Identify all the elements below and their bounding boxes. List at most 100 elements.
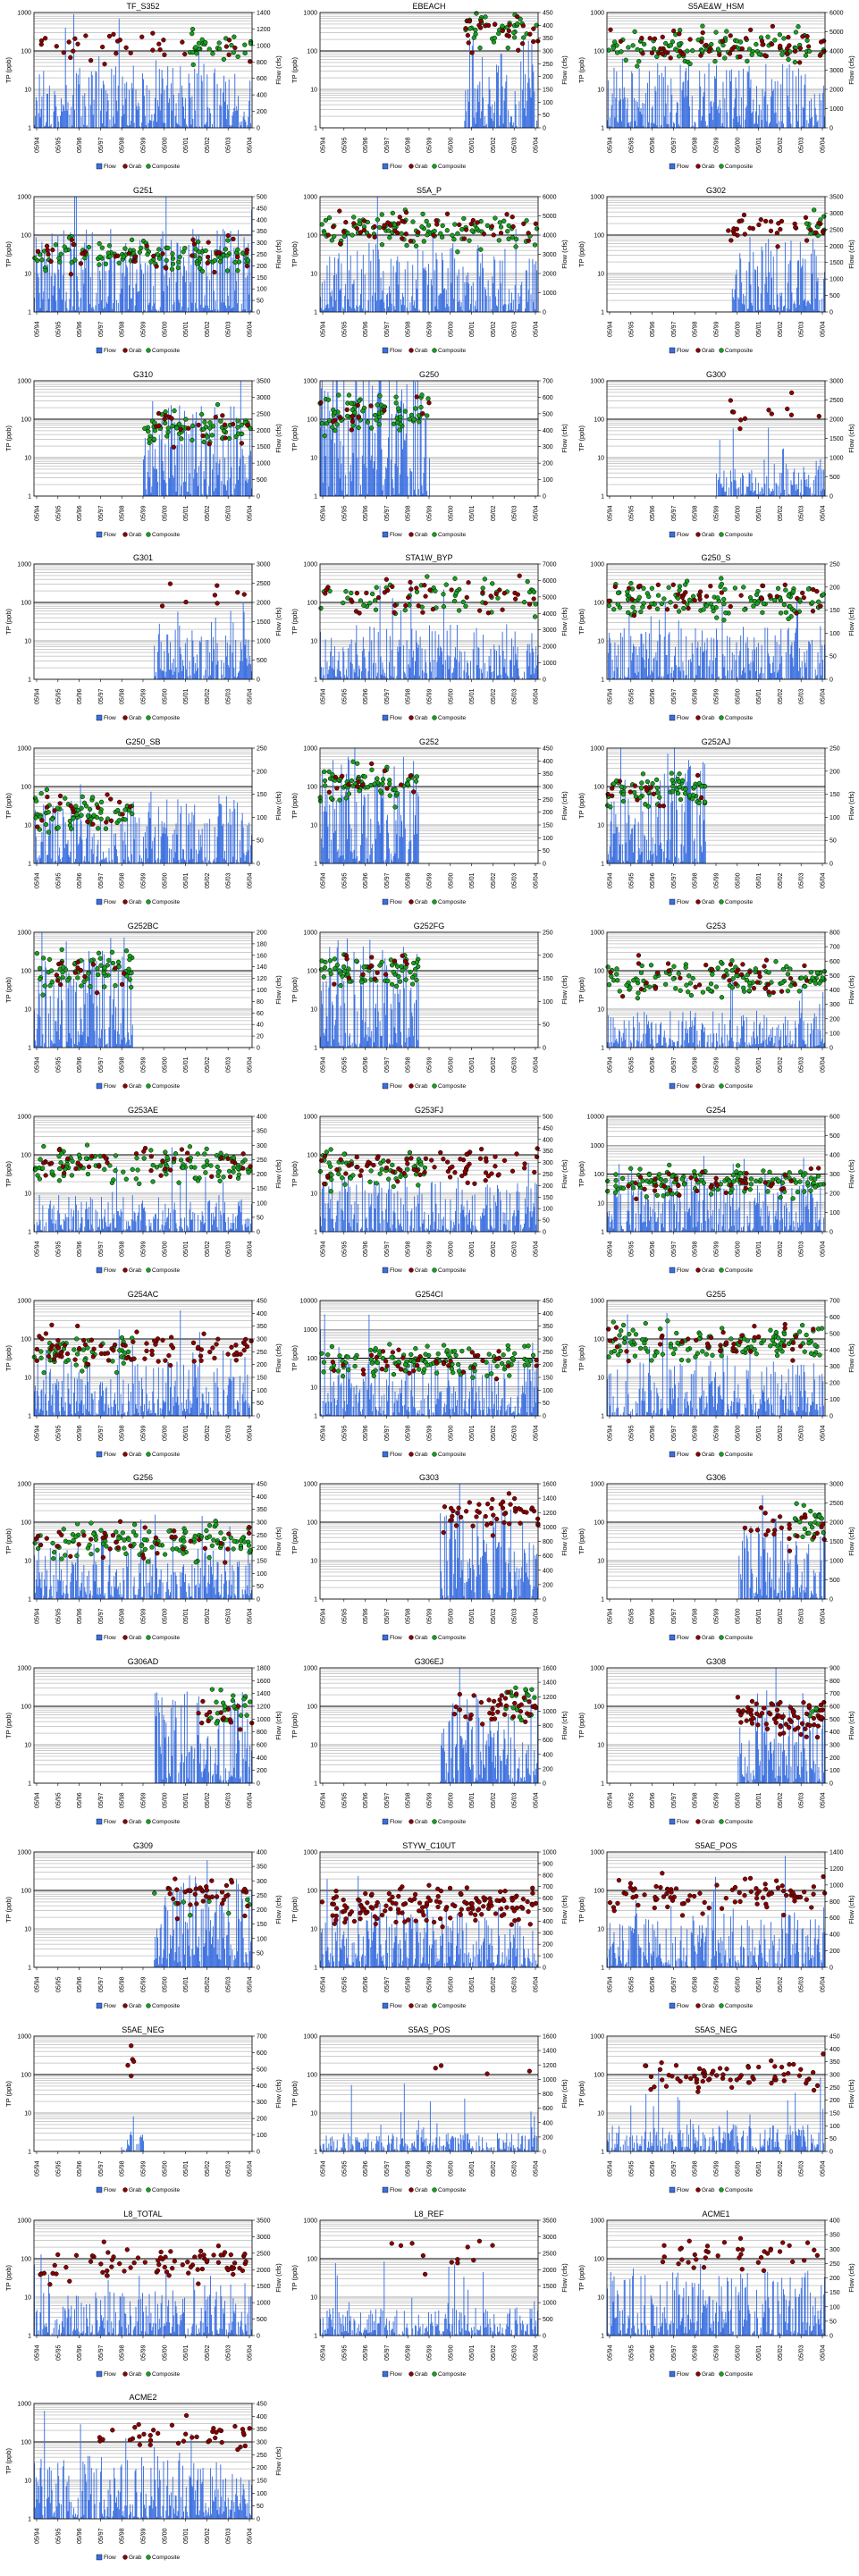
composite-point — [60, 975, 65, 981]
flow-bar — [788, 63, 790, 128]
flow-bar — [749, 236, 751, 312]
composite-point — [163, 420, 168, 425]
composite-point — [703, 603, 710, 609]
flow-bar — [339, 802, 341, 864]
composite-point — [325, 397, 332, 402]
right-tick-label: 5000 — [830, 29, 844, 36]
legend-flow-swatch — [382, 163, 389, 170]
composite-point — [327, 967, 333, 973]
composite-point — [513, 244, 518, 249]
y-tick-label: 1000 — [590, 746, 604, 753]
flow-bar — [797, 613, 798, 680]
flow-bar — [189, 676, 191, 680]
grab-point — [355, 402, 360, 408]
composite-point — [360, 408, 366, 414]
flow-bar — [224, 851, 225, 864]
composite-point — [778, 610, 784, 616]
y-axis-label-left: TP (ppb) — [291, 425, 299, 451]
flow-bar — [439, 294, 441, 312]
flow-bar — [618, 860, 619, 864]
flow-bar — [777, 80, 779, 128]
flow-bar — [724, 491, 726, 496]
composite-point — [189, 31, 195, 37]
flow-bar — [153, 121, 155, 128]
grab-point — [156, 41, 162, 46]
grab-point — [414, 585, 419, 592]
y-tick-label: 1 — [314, 493, 317, 500]
flow-bar — [44, 248, 46, 312]
flow-bar — [824, 1042, 825, 1048]
composite-point — [677, 54, 682, 59]
flow-bar — [765, 242, 767, 312]
flow-bar — [173, 659, 174, 680]
composite-point — [531, 590, 537, 595]
flow-bar — [67, 988, 69, 1048]
flow-bar — [624, 677, 626, 680]
flow-bar — [648, 634, 650, 680]
flow-bar — [686, 781, 688, 864]
flow-bar — [714, 76, 716, 128]
flow-bar — [740, 258, 742, 312]
x-tick-label: 05/95 — [628, 505, 635, 521]
flow-bar — [156, 99, 158, 128]
flow-bar — [236, 678, 238, 680]
flow-bar — [150, 121, 152, 128]
grab-point — [78, 967, 84, 973]
flow-bar — [449, 656, 451, 680]
flow-bar — [748, 471, 750, 496]
flow-bar — [324, 390, 325, 496]
flow-bar — [357, 856, 358, 864]
composite-point — [199, 268, 206, 274]
flow-bar — [411, 1012, 413, 1048]
flow-bar — [440, 292, 442, 312]
flow-bar — [455, 647, 457, 680]
flow-bar — [58, 979, 60, 1048]
flow-bar — [775, 112, 777, 128]
flow-bar — [637, 1040, 639, 1048]
x-tick-label: 05/97 — [384, 137, 391, 153]
flow-bar — [404, 269, 406, 312]
flow-bar — [213, 859, 215, 864]
composite-point — [121, 254, 126, 259]
flow-bar — [801, 661, 803, 680]
composite-point — [605, 803, 611, 809]
flow-bar — [162, 833, 164, 864]
composite-point — [127, 977, 132, 982]
flow-bar — [66, 1041, 68, 1048]
grab-point — [66, 39, 72, 45]
flow-bar — [701, 1029, 703, 1048]
composite-point — [377, 963, 383, 968]
flow-bar — [607, 120, 608, 128]
legend-composite-label: Composite — [725, 899, 753, 905]
flow-bar — [479, 81, 481, 128]
flow-bar — [332, 668, 333, 680]
flow-bar — [799, 1018, 801, 1048]
composite-point — [337, 968, 342, 973]
flow-bar — [508, 110, 510, 128]
flow-bar — [625, 678, 627, 680]
flow-bar — [470, 126, 472, 128]
flow-bar — [746, 308, 748, 312]
composite-point — [223, 247, 229, 252]
flow-bar — [778, 485, 779, 496]
composite-point — [341, 964, 347, 970]
flow-bar — [413, 380, 415, 496]
flow-bar — [814, 475, 816, 496]
flow-bar — [68, 309, 70, 312]
composite-point — [43, 267, 48, 274]
flow-bar — [85, 267, 87, 312]
composite-point — [349, 591, 354, 596]
flow-bar — [503, 100, 505, 128]
grab-point — [385, 220, 391, 225]
composite-point — [101, 970, 106, 976]
x-tick-label: 05/03 — [226, 321, 232, 337]
flow-bar — [105, 270, 106, 312]
right-tick-label: 150 — [257, 792, 267, 798]
x-tick-label: 05/00 — [162, 505, 168, 521]
flow-bar — [347, 299, 349, 312]
flow-bar — [403, 988, 405, 1048]
legend-composite-label: Composite — [725, 164, 753, 170]
grab-point — [627, 789, 633, 795]
legend-flow-swatch — [382, 347, 389, 353]
flow-bar — [251, 671, 252, 680]
